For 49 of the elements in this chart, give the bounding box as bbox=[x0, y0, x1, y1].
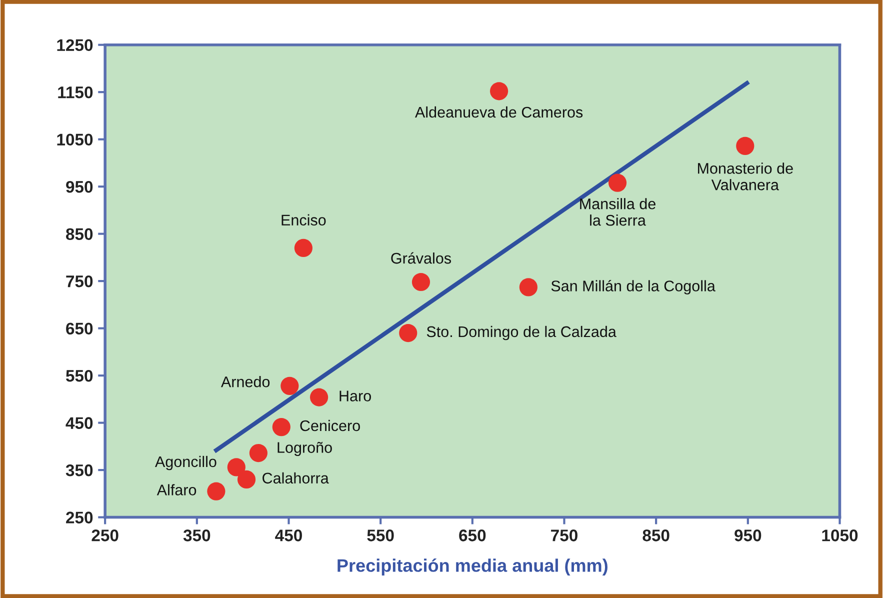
x-tick-label: 850 bbox=[642, 530, 670, 542]
annotation: Arnedo bbox=[220, 376, 270, 388]
y-tick-label: 750 bbox=[66, 275, 93, 288]
annotation: Aldeanueva de Cameros bbox=[414, 106, 583, 118]
annotation: Mansilla de la Sierra bbox=[580, 198, 656, 226]
x-tick-label: 750 bbox=[551, 530, 578, 542]
point bbox=[399, 324, 418, 342]
x-axis-title: Precipitación media anual (mm) bbox=[338, 558, 608, 576]
y-tick-label: 350 bbox=[66, 464, 93, 476]
x-tick-label: 1050 bbox=[822, 530, 858, 542]
x-tick-label: 950 bbox=[734, 530, 762, 542]
annotation: Monasterio de Valvanera bbox=[698, 162, 793, 190]
y-tick-label: 1050 bbox=[57, 134, 93, 146]
y-tick-label: 950 bbox=[66, 180, 93, 193]
annotation: Cenicero bbox=[300, 420, 360, 432]
point bbox=[272, 418, 290, 436]
y-tick-label: 850 bbox=[66, 228, 93, 240]
x-tick-label: 650 bbox=[459, 530, 486, 542]
annotation: San Millán de la Cogolla bbox=[551, 280, 716, 294]
point bbox=[227, 458, 246, 476]
point bbox=[310, 388, 328, 406]
y-tick-label: 1250 bbox=[57, 39, 93, 52]
point bbox=[519, 278, 538, 296]
point bbox=[608, 174, 627, 192]
annotation: Haro bbox=[340, 390, 371, 402]
x-tick-label: 250 bbox=[92, 530, 118, 542]
annotation: Sto. Domingo de la Calzada bbox=[426, 326, 616, 340]
x-tick-label: 450 bbox=[275, 530, 302, 542]
point bbox=[294, 238, 312, 258]
x-tick-label: 350 bbox=[183, 530, 210, 542]
annotation: Agoncillo bbox=[154, 456, 216, 470]
annotation: Logroño bbox=[278, 442, 332, 456]
point bbox=[490, 82, 508, 100]
y-tick-label: 1150 bbox=[58, 86, 93, 98]
point bbox=[412, 272, 430, 292]
y-tick-label: 250 bbox=[66, 512, 93, 524]
annotation: Grávalos bbox=[391, 252, 451, 264]
point bbox=[736, 136, 754, 155]
x-tick-label: 550 bbox=[367, 530, 394, 542]
y-tick-label: 450 bbox=[66, 417, 93, 429]
point bbox=[237, 470, 256, 489]
point bbox=[249, 444, 268, 462]
point bbox=[280, 376, 299, 395]
annotation: Calahorra bbox=[262, 472, 329, 484]
point bbox=[207, 482, 226, 500]
annotation: Alfaro bbox=[156, 484, 196, 496]
annotation: Enciso bbox=[282, 214, 326, 226]
y-tick-label: 650 bbox=[66, 322, 93, 335]
y-tick-label: 550 bbox=[66, 370, 93, 382]
